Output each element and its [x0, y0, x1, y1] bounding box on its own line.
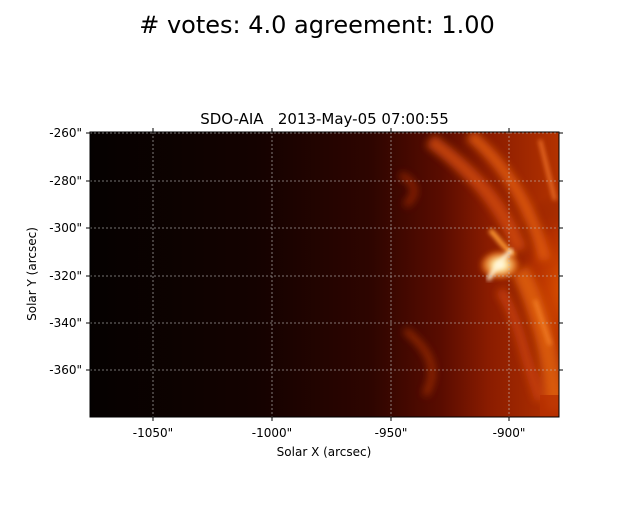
figure-suptitle: # votes: 4.0 agreement: 1.00 — [139, 11, 495, 39]
x-tick-label: -1000" — [252, 426, 292, 440]
y-tick-label: -320" — [49, 269, 82, 283]
x-tick-label: -1050" — [133, 426, 173, 440]
y-tick-label: -340" — [49, 316, 82, 330]
y-tick-label: -300" — [49, 221, 82, 235]
plot-title: SDO-AIA 2013-May-05 07:00:55 — [200, 110, 449, 128]
grid-lines — [90, 132, 559, 417]
y-tick-label: -260" — [49, 126, 82, 140]
x-axis-label: Solar X (arcsec) — [277, 445, 372, 459]
y-axis-label: Solar Y (arcsec) — [25, 227, 39, 321]
plot-frame — [89, 131, 560, 418]
x-tick-label: -950" — [375, 426, 408, 440]
y-tick-label: -360" — [49, 363, 82, 377]
solar-image — [90, 132, 559, 417]
tick-marks — [86, 128, 563, 421]
y-tick-label: -280" — [49, 174, 82, 188]
x-tick-label: -900" — [493, 426, 526, 440]
